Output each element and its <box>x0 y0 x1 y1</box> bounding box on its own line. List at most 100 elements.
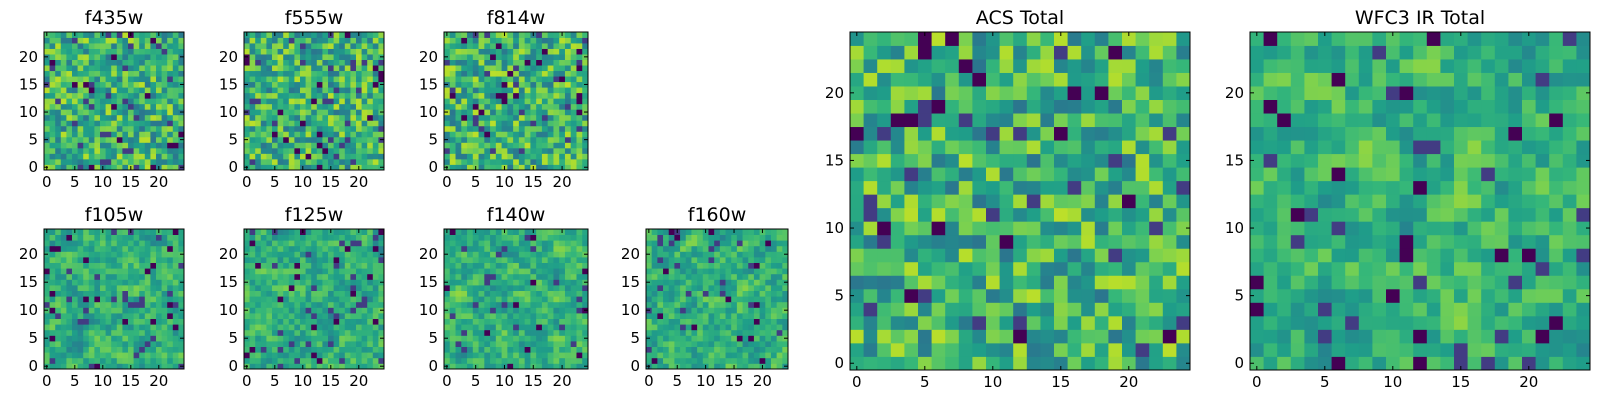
heatmap-cell <box>266 234 273 241</box>
heatmap-cell <box>467 290 474 297</box>
heatmap-cell <box>122 335 129 342</box>
heatmap-cell <box>461 301 468 308</box>
heatmap-cell <box>582 87 589 94</box>
heatmap-cell <box>576 153 583 160</box>
heatmap-cell <box>444 76 451 83</box>
heatmap-cell <box>553 234 560 241</box>
heatmap-cell <box>60 103 67 110</box>
heatmap-cell <box>161 245 168 252</box>
heatmap-cell <box>1067 342 1082 357</box>
heatmap-cell <box>736 257 743 263</box>
heatmap-cell <box>300 136 306 143</box>
heatmap-cell <box>144 301 151 308</box>
heatmap-cell <box>150 313 157 319</box>
heatmap-cell <box>72 136 78 143</box>
heatmap-cell <box>167 324 174 331</box>
heatmap-cell <box>472 37 479 44</box>
heatmap-cell <box>105 318 112 325</box>
heatmap-cell <box>361 158 368 165</box>
x-tick-label: 15 <box>121 372 140 390</box>
heatmap-cell <box>66 81 73 88</box>
heatmap-cell <box>311 70 318 77</box>
heatmap-cell <box>449 290 456 297</box>
heatmap-cell <box>972 302 987 317</box>
heatmap-cell <box>72 301 78 308</box>
heatmap-cell <box>83 301 90 308</box>
heatmap-cell <box>765 346 772 353</box>
heatmap-cell <box>167 125 174 132</box>
heatmap-cell <box>449 65 456 72</box>
heatmap-cell <box>156 285 162 291</box>
heatmap-cell <box>367 313 374 319</box>
heatmap-cell <box>518 301 526 308</box>
heatmap-cell <box>178 147 185 154</box>
heatmap-cell <box>316 307 323 314</box>
heatmap-cell <box>1081 288 1096 303</box>
heatmap-cell <box>748 357 755 364</box>
heatmap-cell <box>372 285 379 291</box>
heatmap-cell <box>467 37 474 44</box>
heatmap-cell <box>484 103 491 110</box>
heatmap-cell <box>444 103 451 110</box>
heatmap-cell <box>725 301 732 308</box>
heatmap-cell <box>328 352 334 359</box>
heatmap-cell <box>472 147 479 154</box>
heatmap-cell <box>501 81 508 88</box>
heatmap-cell <box>249 251 256 258</box>
heatmap-cell <box>1149 234 1164 249</box>
heatmap-cell <box>77 262 84 269</box>
heatmap-cell <box>266 229 273 235</box>
heatmap-cell <box>367 257 374 263</box>
heatmap-cell <box>691 273 698 280</box>
heatmap-cell <box>530 234 537 241</box>
heatmap-cell <box>1149 302 1164 317</box>
heatmap-cell <box>524 76 531 83</box>
heatmap-cell <box>518 32 526 38</box>
heatmap-cell <box>72 329 78 336</box>
heatmap-cell <box>105 363 112 370</box>
heatmap-cell <box>702 301 709 308</box>
heatmap-cell <box>305 324 312 331</box>
heatmap-cell <box>100 240 106 247</box>
heatmap-cell <box>316 120 323 127</box>
heatmap-cell <box>708 335 715 342</box>
heatmap-cell <box>507 257 514 263</box>
heatmap-cell <box>691 341 698 347</box>
heatmap-cell <box>753 352 760 359</box>
heatmap-cell <box>172 341 179 347</box>
x-tick-label: 10 <box>495 173 514 191</box>
heatmap-cell <box>316 37 323 44</box>
heatmap-cell <box>570 109 577 116</box>
heatmap-cell <box>714 352 721 359</box>
heatmap-cell <box>133 142 140 149</box>
heatmap-cell <box>1026 302 1041 317</box>
heatmap-cell <box>283 318 290 325</box>
heatmap-cell <box>742 257 749 263</box>
heatmap-cell <box>72 158 78 165</box>
heatmap-cell <box>725 335 732 342</box>
heatmap-cell <box>372 335 379 342</box>
heatmap-cell <box>753 279 760 286</box>
heatmap-cell <box>518 153 526 160</box>
heatmap-cell <box>333 329 340 336</box>
heatmap-cell <box>518 114 526 121</box>
heatmap-cell <box>150 335 157 342</box>
heatmap-cell <box>288 98 295 105</box>
heatmap-cell <box>449 131 456 138</box>
heatmap-cell <box>55 346 62 353</box>
heatmap-cell <box>144 125 151 132</box>
heatmap-cell <box>708 352 715 359</box>
heatmap-cell <box>490 103 497 110</box>
heatmap-cell <box>657 363 664 370</box>
heatmap-cell <box>547 65 554 72</box>
heatmap-cell <box>88 37 95 44</box>
heatmap-cell <box>311 318 318 325</box>
heatmap-cell <box>178 352 185 359</box>
heatmap-cell <box>94 65 101 72</box>
heatmap-cell <box>249 285 256 291</box>
heatmap-cell <box>288 81 295 88</box>
heatmap-cell <box>272 251 278 258</box>
heatmap-cell <box>161 32 168 38</box>
heatmap-cell <box>668 290 675 297</box>
heatmap-cell <box>266 59 273 66</box>
